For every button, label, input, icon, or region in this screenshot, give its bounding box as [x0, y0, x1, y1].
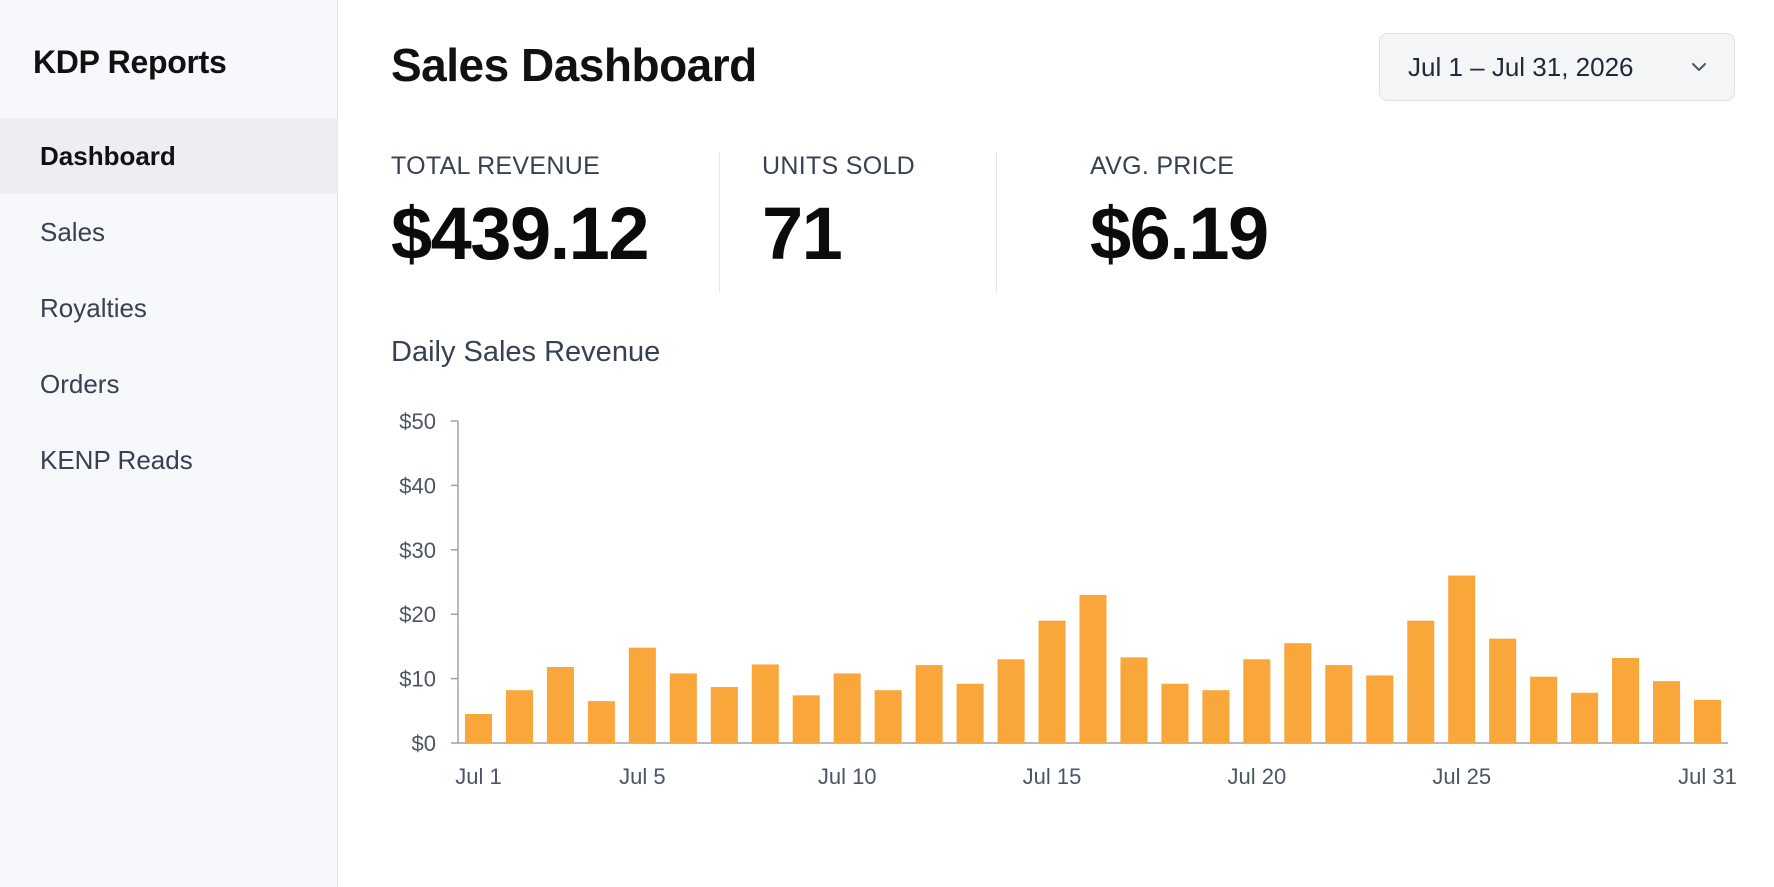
bar-jul-30	[1653, 681, 1681, 743]
bar-jul-24	[1407, 620, 1435, 743]
sidebar-item-royalties[interactable]: Royalties	[0, 270, 337, 346]
bar-jul-17	[1120, 657, 1148, 743]
bar-jul-28	[1571, 692, 1599, 743]
bar-jul-16	[1079, 594, 1107, 743]
kpi-row: TOTAL REVENUE $439.12 UNITS SOLD 71 AVG.…	[391, 152, 1691, 292]
sidebar: KDP Reports Dashboard Sales Royalties Or…	[0, 0, 338, 887]
main-content: Sales Dashboard Jul 1 – Jul 31, 2026 TOT…	[338, 0, 1774, 887]
chart-title: Daily Sales Revenue	[391, 336, 661, 368]
bar-jul-19	[1202, 690, 1230, 743]
bar-jul-1	[464, 714, 493, 743]
bar-jul-11	[874, 690, 902, 743]
bar-jul-6	[669, 673, 697, 743]
kpi-value: $6.19	[1090, 192, 1269, 275]
bar-jul-22	[1325, 665, 1353, 743]
x-tick-label: Jul 1	[455, 764, 501, 789]
sidebar-nav: Dashboard Sales Royalties Orders KENP Re…	[0, 118, 337, 498]
bar-jul-21	[1284, 643, 1312, 743]
bar-jul-20	[1243, 659, 1271, 743]
bar-jul-5	[628, 647, 656, 743]
brand-title: KDP Reports	[33, 44, 227, 80]
bar-jul-4	[587, 701, 615, 743]
sidebar-item-label: Dashboard	[40, 140, 176, 171]
bar-jul-10	[833, 673, 861, 743]
x-tick-label: Jul 10	[818, 764, 877, 789]
chevron-down-icon	[1692, 63, 1706, 71]
bar-jul-15	[1038, 620, 1066, 743]
bar-jul-3	[546, 667, 574, 743]
x-tick-label: Jul 20	[1228, 764, 1287, 789]
x-tick-label: Jul 31	[1678, 764, 1737, 789]
bar-jul-8	[751, 664, 779, 743]
y-tick-label: $30	[399, 538, 436, 563]
kpi-total-revenue: TOTAL REVENUE $439.12	[391, 152, 650, 276]
sidebar-item-orders[interactable]: Orders	[0, 346, 337, 422]
kpi-units-sold: UNITS SOLD 71	[762, 152, 915, 276]
kpi-label: AVG. PRICE	[1090, 152, 1235, 180]
x-tick-label: Jul 25	[1432, 764, 1491, 789]
page-title: Sales Dashboard	[391, 39, 757, 91]
sidebar-item-label: Orders	[40, 368, 120, 399]
sidebar-item-dashboard[interactable]: Dashboard	[0, 118, 337, 194]
y-tick-label: $20	[399, 602, 436, 627]
daily-sales-bar-chart: $0 $10 $20 $30 $40 $50 Jul 1 Jul 5 Jul 10 Jul 15 J…	[399, 409, 1737, 789]
bar-jul-29	[1612, 657, 1640, 743]
bar-jul-2	[505, 690, 533, 743]
bar-jul-12	[915, 665, 943, 743]
date-range-select[interactable]: Jul 1 – Jul 31, 2026	[1379, 33, 1735, 101]
kpi-divider	[719, 152, 720, 292]
sidebar-item-kenp-reads[interactable]: KENP Reads	[0, 422, 337, 498]
bar-jul-26	[1489, 638, 1517, 743]
bar-jul-18	[1161, 683, 1189, 743]
x-tick-label: Jul 15	[1023, 764, 1082, 789]
y-tick-label: $10	[399, 667, 436, 692]
sidebar-item-label: Sales	[40, 216, 106, 247]
y-tick-label: $40	[399, 473, 436, 498]
sidebar-item-sales[interactable]: Sales	[0, 194, 337, 270]
bar-jul-27	[1530, 676, 1558, 743]
bar-jul-13	[956, 683, 984, 743]
kpi-divider	[996, 152, 997, 292]
bar-jul-23	[1366, 675, 1394, 743]
bar-jul-25	[1448, 575, 1476, 743]
bar-jul-14	[997, 659, 1025, 743]
y-tick-label: $0	[412, 731, 436, 756]
kpi-value: 71	[762, 192, 843, 275]
kpi-label: TOTAL REVENUE	[391, 152, 601, 180]
kpi-label: UNITS SOLD	[762, 152, 916, 180]
y-tick-label: $50	[399, 409, 436, 434]
date-range-value: Jul 1 – Jul 31, 2026	[1408, 51, 1634, 82]
kpi-avg-price: AVG. PRICE $6.19	[1090, 152, 1269, 276]
bar-jul-7	[710, 686, 738, 743]
bar-jul-31	[1693, 699, 1722, 743]
sidebar-item-label: Royalties	[40, 292, 147, 323]
x-tick-label: Jul 5	[619, 764, 665, 789]
kpi-value: $439.12	[391, 192, 650, 275]
bar-jul-9	[792, 695, 820, 743]
sidebar-item-label: KENP Reads	[40, 444, 193, 475]
